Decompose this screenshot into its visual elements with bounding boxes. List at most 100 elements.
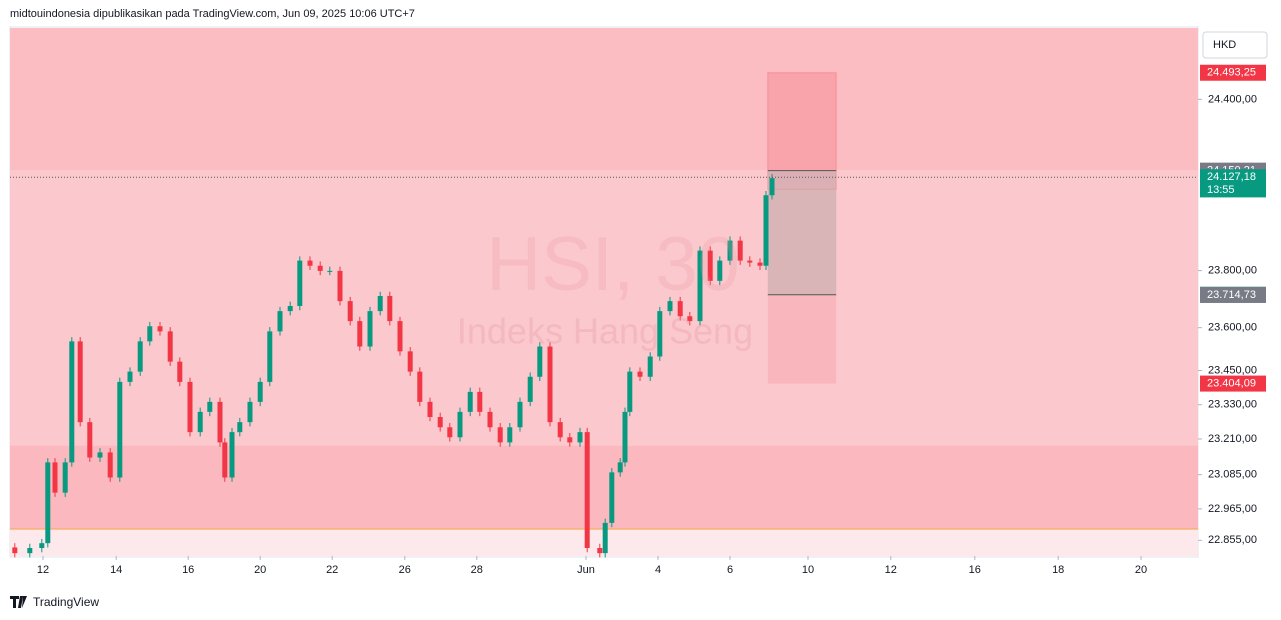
candle-body [317, 265, 323, 271]
y-tick-label: 23.210,00 [1208, 433, 1257, 445]
candle-body [757, 262, 763, 266]
x-tick-label: 12 [37, 564, 49, 576]
candle-body [547, 346, 553, 423]
y-tick-label: 23.330,00 [1208, 399, 1257, 411]
candle-body [602, 522, 608, 554]
price-tag [1200, 64, 1266, 81]
currency: HKD [1213, 39, 1236, 51]
y-tick-label: 24.400,00 [1208, 93, 1257, 105]
candle-body [717, 260, 723, 281]
candle-body [584, 432, 590, 549]
candle-body [287, 305, 293, 312]
candle-body [727, 240, 733, 261]
logo [10, 596, 27, 608]
candle-body [117, 381, 123, 478]
candle-body [527, 376, 533, 402]
y-tick-label: 22.965,00 [1208, 503, 1257, 515]
candle-body [597, 548, 603, 554]
x-tick-label: 22 [326, 564, 338, 576]
candle-body [622, 411, 628, 463]
x-tick-label: 12 [885, 564, 897, 576]
candle-body [517, 401, 523, 428]
candle-body [769, 178, 775, 196]
y-tick-label: 22.855,00 [1208, 534, 1257, 546]
x-tick-label: 20 [1135, 564, 1147, 576]
candle-body [437, 417, 443, 428]
candle-body [237, 422, 243, 433]
candle-body [407, 351, 413, 372]
candle-body [217, 401, 223, 443]
candle-body [97, 452, 103, 458]
candle-body [647, 356, 653, 377]
candle-body [39, 543, 45, 549]
candle-body [207, 401, 213, 412]
x-tick-label: 16 [182, 564, 194, 576]
candle-body [417, 371, 423, 402]
candle-body [637, 371, 643, 377]
candle-body [457, 411, 463, 438]
x-tick-label: 14 [110, 564, 122, 576]
candle-body [229, 432, 235, 478]
candle-body [667, 301, 673, 312]
candle-body [147, 326, 153, 342]
position-stop [767, 189, 837, 384]
candle-body [52, 462, 58, 493]
candle-body [12, 547, 18, 554]
candle-body [487, 411, 493, 428]
x-tick-label: 10 [802, 564, 814, 576]
candle-body [567, 437, 573, 443]
candle-body [367, 311, 373, 347]
zone [10, 28, 1198, 171]
candle-body [297, 260, 303, 306]
x-tick-label: 26 [399, 564, 411, 576]
currency-box[interactable] [1202, 31, 1268, 59]
candle-body [347, 301, 353, 322]
candle-body [27, 548, 33, 554]
x-tick-label: 16 [969, 564, 981, 576]
y-tick-label: 23.800,00 [1208, 265, 1257, 277]
candle-body [467, 391, 473, 412]
candle-body [507, 427, 513, 443]
candle-body [137, 341, 143, 372]
watermark-symbol: HSI, 30 [486, 222, 739, 307]
candle-body [87, 422, 93, 458]
candle-body [267, 331, 273, 382]
candle-body [127, 371, 133, 382]
footer-brand: TradingView [33, 595, 99, 609]
candle-body [697, 250, 703, 322]
candle-body [62, 462, 68, 493]
price-tag-label: 24.493,25 [1207, 67, 1256, 79]
candle-body [747, 260, 753, 263]
candle-body [447, 427, 453, 438]
candle-body [327, 270, 333, 272]
candle-body [617, 462, 623, 473]
candle-body [687, 316, 693, 322]
candle-body [307, 260, 313, 266]
candle-body [157, 326, 163, 332]
candle-body [497, 427, 503, 443]
candle-body [477, 391, 483, 412]
candle-body [677, 301, 683, 317]
candle-body [45, 462, 51, 544]
candle-body [77, 341, 83, 423]
candle-body [337, 270, 343, 302]
candle-body [197, 411, 203, 433]
candle-body [377, 295, 383, 312]
candle-body [247, 401, 253, 423]
candle-body [657, 311, 663, 357]
candle-body [357, 321, 363, 347]
x-tick-label: 4 [655, 564, 661, 576]
y-tick-label: 23.600,00 [1208, 322, 1257, 334]
candle-body [69, 341, 75, 463]
candle-body [107, 452, 113, 478]
candle-body [387, 295, 393, 322]
candle-body [763, 195, 769, 266]
zone [10, 445, 1198, 529]
candle-body [177, 361, 183, 382]
candle-body [277, 311, 283, 332]
last-price-label: 24.127,18 [1207, 171, 1256, 183]
candle-body [557, 422, 563, 438]
candle-body [707, 250, 713, 281]
x-tick-label: Jun [577, 564, 595, 576]
